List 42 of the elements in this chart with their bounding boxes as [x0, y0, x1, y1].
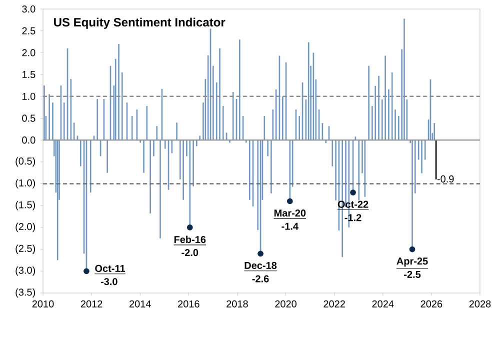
x-tick-label: 2018 — [226, 300, 248, 308]
y-tick-label: (2.0) — [16, 222, 36, 232]
x-tick-label: 2022 — [324, 300, 345, 308]
point — [409, 246, 416, 252]
y-tick-label: (1.0) — [16, 179, 36, 188]
y-tick-label: 0.0 — [22, 136, 36, 144]
x-tick-label: 2024 — [372, 300, 394, 308]
x-tick-label: 2026 — [420, 300, 442, 308]
point — [84, 268, 90, 274]
x-tick-label: 2014 — [129, 300, 151, 308]
x-tick-label: 2028 — [469, 300, 491, 308]
text: US Equity Sentiment Indicator — [54, 18, 226, 29]
annotation: Oct-11 — [95, 264, 126, 272]
annotation: Dec-18 — [244, 262, 277, 270]
annotation: Feb-16 — [174, 236, 206, 244]
x-tick-label: 2010 — [32, 300, 54, 308]
x-tick-label: 2016 — [178, 300, 200, 308]
y-tick-label: 2.5 — [22, 27, 36, 34]
point — [286, 198, 293, 204]
annotation: Mar-20 — [274, 210, 306, 217]
data-label: -2.6 — [252, 275, 269, 282]
y-tick-label: 2.0 — [22, 49, 36, 56]
y-tick-label: 3.0 — [22, 5, 36, 13]
y-tick-label: 1.0 — [22, 92, 36, 100]
point — [258, 250, 264, 257]
data-label: -3.0 — [100, 278, 118, 286]
y-tick-label: (2.5) — [16, 244, 36, 254]
y-tick-label: (3.0) — [16, 266, 36, 276]
y-tick-label: (0.5) — [16, 157, 36, 167]
data-label: -2.0 — [182, 249, 198, 256]
point — [350, 190, 356, 196]
y-tick-label: 0.5 — [22, 114, 36, 122]
data-label: -0.9 — [437, 175, 454, 182]
x-tick-label: 2020 — [275, 300, 296, 308]
y-tick-label: (1.5) — [16, 200, 36, 210]
data-label: -1.4 — [282, 222, 298, 230]
y-tick-label: (3.5) — [16, 288, 36, 298]
x-tick-label: 2012 — [80, 300, 102, 308]
y-tick-label: 1.5 — [22, 71, 36, 78]
annotation: Apr-25 — [396, 258, 428, 267]
point — [186, 224, 193, 230]
data-label: -2.5 — [404, 270, 421, 278]
